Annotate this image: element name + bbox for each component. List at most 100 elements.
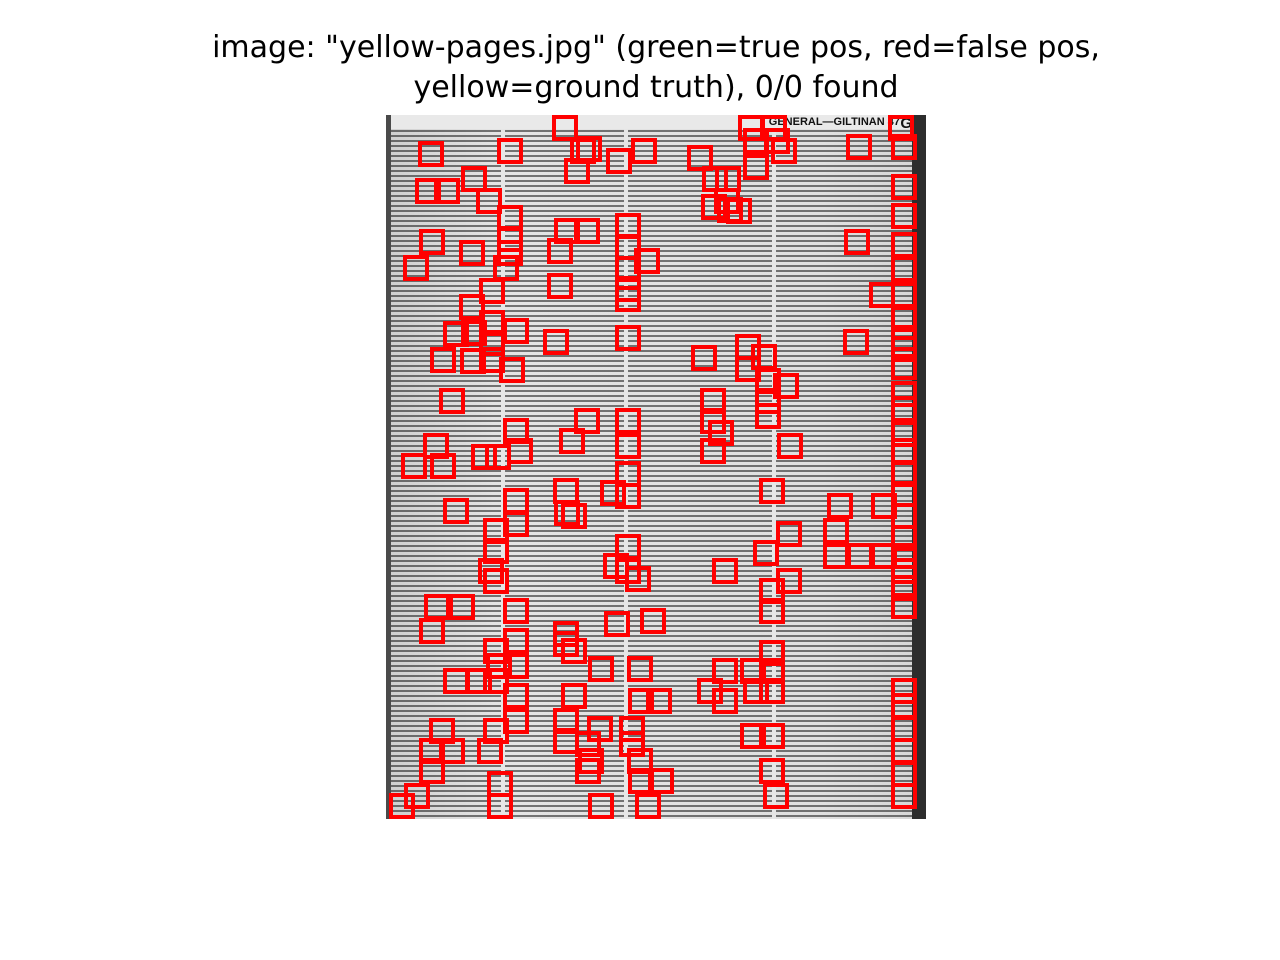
false-positive-box	[466, 668, 492, 694]
false-positive-box	[891, 203, 917, 229]
false-positive-box	[740, 723, 766, 749]
false-positive-box	[847, 543, 873, 569]
false-positive-box	[891, 282, 917, 308]
false-positive-box	[628, 688, 654, 714]
false-positive-box	[434, 178, 460, 204]
false-positive-box	[553, 631, 579, 657]
false-positive-box	[743, 154, 769, 180]
false-positive-box	[552, 115, 578, 141]
false-positive-box	[844, 229, 870, 255]
false-positive-box	[588, 656, 614, 682]
false-positive-box	[891, 575, 917, 601]
page-left-edge	[386, 115, 391, 819]
false-positive-box	[771, 138, 797, 164]
false-positive-box	[891, 783, 917, 809]
false-positive-box	[419, 758, 445, 784]
false-positive-box	[497, 138, 523, 164]
false-positive-box	[891, 174, 917, 200]
false-positive-box	[503, 683, 529, 709]
false-positive-box	[459, 240, 485, 266]
false-positive-box	[619, 716, 645, 742]
false-positive-box	[634, 248, 660, 274]
false-positive-box	[701, 194, 727, 220]
false-positive-box	[776, 521, 802, 547]
column-divider	[624, 129, 628, 819]
false-positive-box	[615, 286, 641, 312]
false-positive-box	[483, 668, 509, 694]
false-positive-box	[891, 421, 917, 447]
false-positive-box	[891, 256, 917, 282]
false-positive-box	[430, 347, 456, 373]
false-positive-box	[759, 640, 785, 666]
false-positive-box	[424, 594, 450, 620]
false-positive-box	[888, 115, 914, 141]
false-positive-box	[419, 229, 445, 255]
false-positive-box	[443, 321, 469, 347]
false-positive-box	[574, 408, 600, 434]
false-positive-box	[708, 420, 734, 446]
false-positive-box	[891, 543, 917, 569]
false-positive-box	[759, 478, 785, 504]
false-positive-box	[712, 688, 738, 714]
false-positive-box	[753, 540, 779, 566]
false-positive-box	[869, 282, 895, 308]
false-positive-box	[891, 593, 917, 619]
false-positive-box	[615, 325, 641, 351]
false-positive-box	[479, 278, 505, 304]
false-positive-box	[503, 488, 529, 514]
false-positive-box	[389, 793, 415, 819]
false-positive-box	[559, 428, 585, 454]
false-positive-box	[827, 493, 853, 519]
false-positive-box	[891, 134, 917, 160]
false-positive-box	[561, 503, 587, 529]
false-positive-box	[503, 653, 529, 679]
false-positive-box	[401, 453, 427, 479]
false-positive-box	[755, 403, 781, 429]
false-positive-box	[891, 336, 917, 362]
false-positive-box	[712, 558, 738, 584]
false-positive-box	[759, 723, 785, 749]
false-positive-box	[554, 500, 580, 526]
false-positive-box	[507, 438, 533, 464]
false-positive-box	[627, 656, 653, 682]
false-positive-box	[777, 433, 803, 459]
false-positive-box	[615, 483, 641, 509]
false-positive-box	[891, 354, 917, 380]
false-positive-box	[606, 148, 632, 174]
false-positive-box	[476, 188, 502, 214]
false-positive-box	[574, 218, 600, 244]
false-positive-box	[755, 388, 781, 414]
false-positive-box	[891, 396, 917, 422]
false-positive-box	[615, 213, 641, 239]
false-positive-box	[503, 318, 529, 344]
false-positive-box	[604, 611, 630, 637]
false-positive-box	[547, 273, 573, 299]
false-positive-box	[759, 758, 785, 784]
false-positive-box	[487, 793, 513, 819]
false-positive-box	[619, 731, 645, 757]
false-positive-box	[846, 134, 872, 160]
false-positive-box	[403, 255, 429, 281]
false-positive-box	[471, 444, 497, 470]
false-positive-box	[483, 568, 509, 594]
false-positive-box	[891, 678, 917, 704]
false-positive-box	[687, 145, 713, 171]
false-positive-box	[843, 329, 869, 355]
false-positive-box	[477, 738, 503, 764]
false-positive-box	[891, 738, 917, 764]
false-positive-box	[460, 348, 486, 374]
page-header-band	[386, 115, 926, 129]
false-positive-box	[497, 240, 523, 266]
false-positive-box	[891, 558, 917, 584]
false-positive-box	[439, 738, 465, 764]
false-positive-box	[553, 478, 579, 504]
false-positive-box	[823, 518, 849, 544]
false-positive-box	[430, 453, 456, 479]
false-positive-box	[449, 594, 475, 620]
false-positive-box	[497, 205, 523, 231]
false-positive-box	[543, 329, 569, 355]
title-line-1: image: "yellow-pages.jpg" (green=true po…	[212, 30, 1100, 65]
false-positive-box	[561, 638, 587, 664]
